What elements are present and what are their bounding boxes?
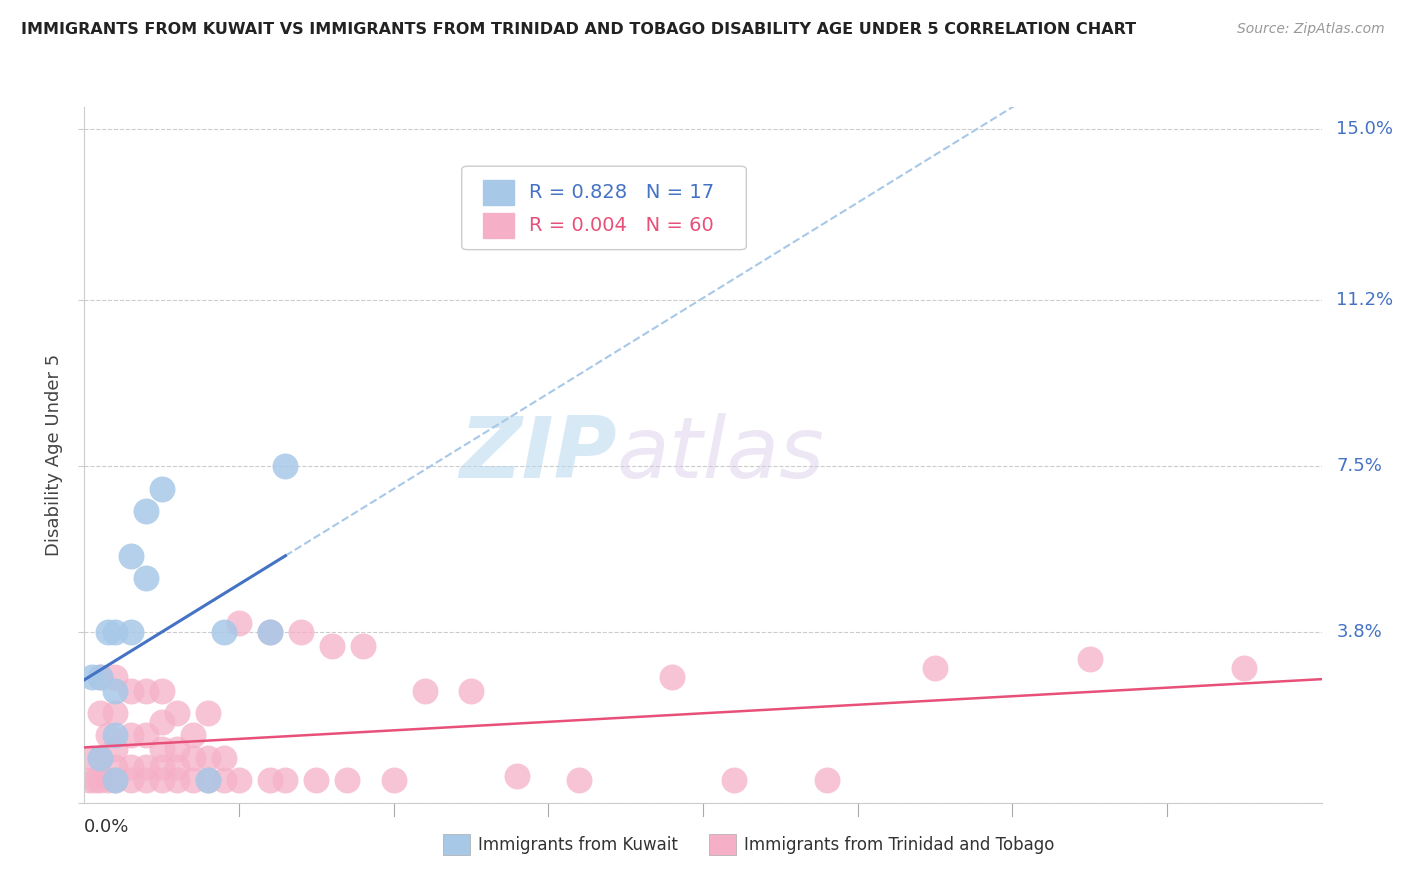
Point: [460, 683, 482, 698]
Point: [104, 706, 127, 720]
Point: [166, 706, 188, 720]
Point: [212, 773, 235, 788]
Point: [336, 773, 359, 788]
Point: [96, 625, 118, 640]
Point: [150, 683, 173, 698]
Text: atlas: atlas: [616, 413, 824, 497]
Text: 11.2%: 11.2%: [1337, 291, 1393, 309]
Point: [197, 773, 219, 788]
Point: [305, 773, 328, 788]
Point: [166, 742, 188, 756]
Point: [181, 729, 204, 743]
Point: [150, 760, 173, 774]
Point: [82, 751, 104, 765]
Point: [197, 706, 219, 720]
Point: [150, 482, 173, 496]
Point: [82, 670, 104, 684]
Point: [568, 773, 591, 788]
Point: [96, 773, 118, 788]
Point: [89, 670, 111, 684]
Point: [150, 714, 173, 729]
Point: [84, 773, 107, 788]
Point: [1078, 652, 1101, 666]
Point: [723, 773, 745, 788]
Point: [259, 625, 281, 640]
Point: [197, 773, 219, 788]
Text: IMMIGRANTS FROM KUWAIT VS IMMIGRANTS FROM TRINIDAD AND TOBAGO DISABILITY AGE UND: IMMIGRANTS FROM KUWAIT VS IMMIGRANTS FRO…: [21, 22, 1136, 37]
Point: [166, 773, 188, 788]
Point: [815, 773, 838, 788]
Point: [228, 773, 250, 788]
Point: [104, 773, 127, 788]
Point: [104, 625, 127, 640]
Text: R = 0.828   N = 17: R = 0.828 N = 17: [529, 183, 714, 202]
Point: [259, 773, 281, 788]
Bar: [443, 834, 471, 855]
Point: [321, 639, 343, 653]
Point: [1233, 661, 1256, 675]
Point: [506, 769, 529, 783]
Point: [104, 773, 127, 788]
Point: [120, 773, 142, 788]
Point: [150, 773, 173, 788]
Text: Immigrants from Trinidad and Tobago: Immigrants from Trinidad and Tobago: [744, 836, 1054, 854]
Point: [120, 683, 142, 698]
Point: [352, 639, 374, 653]
Point: [181, 773, 204, 788]
Point: [104, 683, 127, 698]
FancyBboxPatch shape: [461, 166, 747, 250]
Point: [120, 760, 142, 774]
Point: [96, 729, 118, 743]
Point: [104, 729, 127, 743]
Point: [135, 773, 157, 788]
Text: 7.5%: 7.5%: [1337, 457, 1382, 475]
Point: [89, 773, 111, 788]
Text: R = 0.004   N = 60: R = 0.004 N = 60: [529, 216, 713, 235]
Text: ZIP: ZIP: [458, 413, 616, 497]
Point: [89, 751, 111, 765]
Point: [661, 670, 683, 684]
Point: [135, 729, 157, 743]
Bar: [482, 180, 513, 205]
Point: [135, 683, 157, 698]
Point: [135, 571, 157, 585]
Point: [290, 625, 312, 640]
Point: [135, 760, 157, 774]
Point: [197, 751, 219, 765]
Text: Immigrants from Kuwait: Immigrants from Kuwait: [478, 836, 678, 854]
Point: [924, 661, 946, 675]
Point: [274, 459, 297, 474]
Y-axis label: Disability Age Under 5: Disability Age Under 5: [45, 354, 63, 556]
Point: [135, 504, 157, 518]
Bar: [709, 834, 737, 855]
Bar: [482, 213, 513, 238]
Point: [382, 773, 405, 788]
Point: [120, 625, 142, 640]
Point: [104, 760, 127, 774]
Point: [89, 670, 111, 684]
Text: 15.0%: 15.0%: [1337, 120, 1393, 138]
Point: [120, 729, 142, 743]
Point: [413, 683, 436, 698]
Point: [104, 670, 127, 684]
Text: Source: ZipAtlas.com: Source: ZipAtlas.com: [1237, 22, 1385, 37]
Point: [120, 549, 142, 563]
Text: 3.8%: 3.8%: [1337, 624, 1382, 641]
Point: [181, 751, 204, 765]
Point: [212, 625, 235, 640]
Text: 0.0%: 0.0%: [84, 818, 129, 836]
Point: [89, 706, 111, 720]
Point: [104, 742, 127, 756]
Point: [150, 742, 173, 756]
Point: [89, 751, 111, 765]
Point: [77, 773, 100, 788]
Point: [274, 773, 297, 788]
Point: [259, 625, 281, 640]
Point: [228, 616, 250, 631]
Point: [212, 751, 235, 765]
Point: [166, 760, 188, 774]
